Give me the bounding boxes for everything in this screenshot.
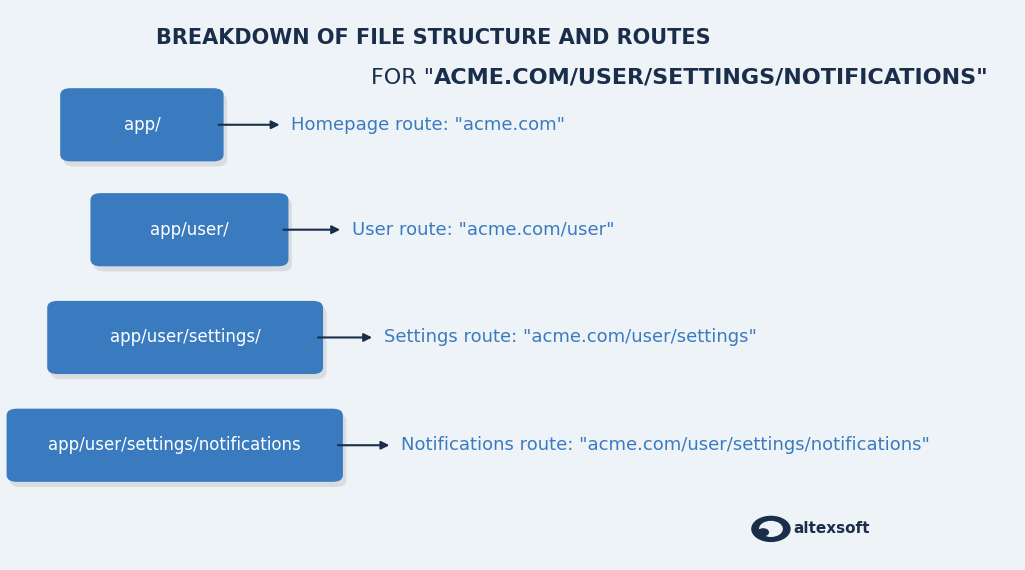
FancyBboxPatch shape — [10, 414, 346, 487]
Text: ACME.COM/USER/SETTINGS/NOTIFICATIONS": ACME.COM/USER/SETTINGS/NOTIFICATIONS" — [434, 68, 988, 88]
Circle shape — [757, 529, 769, 536]
Text: User route: "acme.com/user": User route: "acme.com/user" — [352, 221, 614, 239]
Text: app/user/: app/user/ — [150, 221, 229, 239]
Text: app/user/settings/: app/user/settings/ — [110, 328, 260, 347]
Text: app/user/settings/notifications: app/user/settings/notifications — [48, 436, 301, 454]
Text: app/: app/ — [124, 116, 160, 134]
Circle shape — [752, 516, 790, 541]
FancyBboxPatch shape — [90, 193, 288, 266]
Text: BREAKDOWN OF FILE STRUCTURE AND ROUTES: BREAKDOWN OF FILE STRUCTURE AND ROUTES — [157, 28, 711, 48]
FancyBboxPatch shape — [64, 93, 228, 166]
Text: FOR ": FOR " — [371, 68, 434, 88]
FancyBboxPatch shape — [94, 198, 292, 271]
Text: altexsoft: altexsoft — [793, 522, 870, 536]
Circle shape — [760, 522, 782, 536]
FancyBboxPatch shape — [60, 88, 223, 161]
Text: Settings route: "acme.com/user/settings": Settings route: "acme.com/user/settings" — [383, 328, 756, 347]
FancyBboxPatch shape — [47, 301, 323, 374]
Text: Homepage route: "acme.com": Homepage route: "acme.com" — [291, 116, 565, 134]
FancyBboxPatch shape — [50, 306, 327, 379]
FancyBboxPatch shape — [6, 409, 343, 482]
Text: Notifications route: "acme.com/user/settings/notifications": Notifications route: "acme.com/user/sett… — [401, 436, 930, 454]
